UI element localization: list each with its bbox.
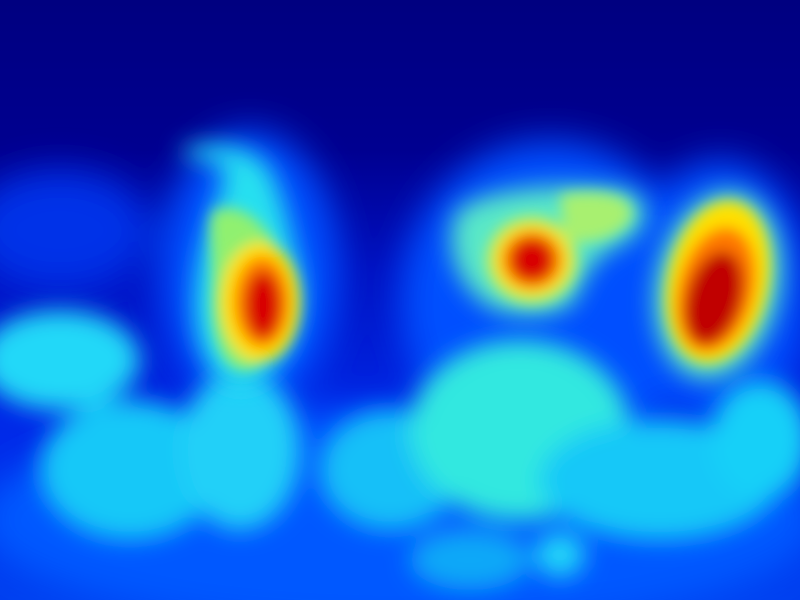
hotspot-red-core [245,271,281,339]
middle-hotspot [451,186,646,315]
right-hotspot [654,191,782,379]
cyan-blob [40,400,220,540]
cyan-blob [710,380,800,500]
cyan-blob [410,530,530,590]
hotspot-red-core [510,238,554,282]
glow-blob [0,170,150,290]
left-hotspot [180,145,303,387]
cyan-blob [535,533,585,577]
hotspot-green-ring [560,192,632,242]
cyan-floor-layer [0,310,800,590]
cyan-blob [0,310,140,410]
hotspot-red-core [684,251,744,345]
cyan-blob [180,370,300,530]
